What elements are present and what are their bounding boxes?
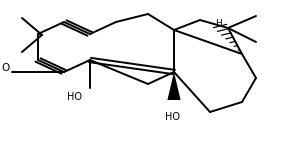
Text: HO: HO <box>166 112 181 122</box>
Polygon shape <box>167 72 181 100</box>
Text: O: O <box>2 63 10 73</box>
Text: HO: HO <box>67 92 82 102</box>
Text: H: H <box>214 19 221 29</box>
